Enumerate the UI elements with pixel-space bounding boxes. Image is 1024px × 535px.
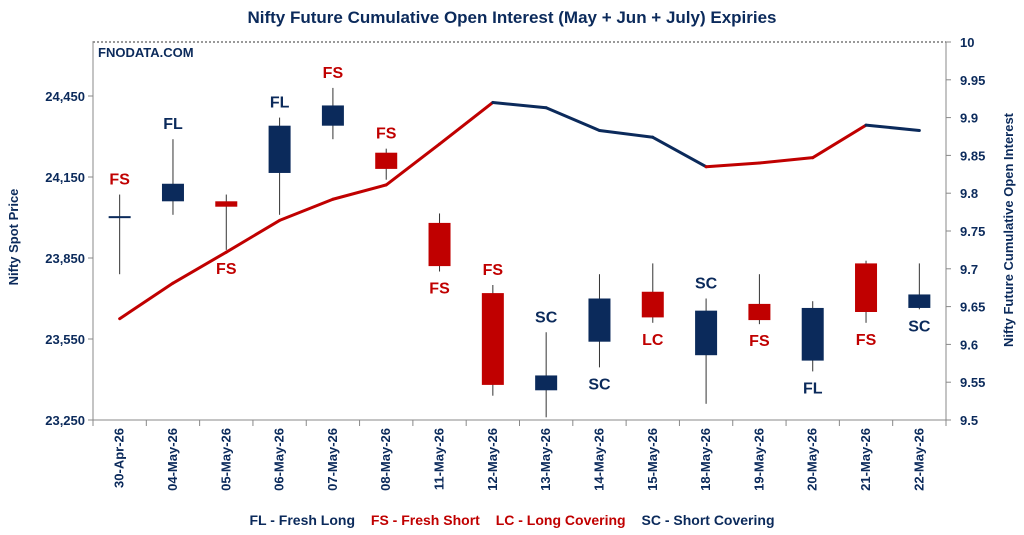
left-tick-label: 24,450 — [45, 89, 85, 104]
candle-body — [695, 310, 718, 356]
candle-body — [481, 293, 504, 385]
oi-line-segment — [384, 142, 442, 187]
oi-line-segment — [438, 100, 495, 146]
x-tick-label: 14-May-26 — [591, 428, 606, 491]
candle-body — [855, 263, 878, 312]
oi-line-segment — [278, 197, 335, 222]
right-tick-label: 9.95 — [960, 73, 985, 88]
annotation-label: SC — [908, 318, 931, 335]
right-tick-label: 9.5 — [960, 413, 978, 428]
candle-body — [801, 307, 824, 361]
left-tick-label: 24,150 — [45, 170, 85, 185]
oi-line — [118, 100, 921, 321]
x-tick-label: 08-May-26 — [378, 428, 393, 491]
x-tick-label: 04-May-26 — [165, 428, 180, 491]
chart-title: Nifty Future Cumulative Open Interest (M… — [247, 8, 777, 27]
oi-line-segment — [544, 106, 601, 132]
plot-border — [92, 41, 947, 421]
oi-line-segment — [864, 123, 921, 132]
oi-line-segment — [491, 100, 548, 110]
x-tick-label: 07-May-26 — [325, 428, 340, 491]
candle-body — [268, 125, 291, 173]
y-axis-label-right: Nifty Future Cumulative Open Interest — [1001, 112, 1016, 347]
annotation-label: FS — [323, 65, 344, 82]
candle-body — [641, 291, 664, 318]
annotation-label: FS — [856, 332, 877, 349]
right-tick-label: 9.85 — [960, 148, 985, 163]
candle-body — [908, 294, 931, 308]
annotation-label: FL — [163, 116, 183, 133]
right-tick-label: 9.8 — [960, 186, 978, 201]
annotation-label: FS — [429, 281, 450, 298]
plot-area — [92, 41, 947, 421]
x-tick-label: 18-May-26 — [698, 428, 713, 491]
right-tick-label: 10 — [960, 35, 974, 50]
annotation-label: SC — [588, 376, 611, 393]
legend-item-sc: SC - Short Covering — [641, 512, 775, 528]
left-axis: 23,250 23,550 23,850 24,150 24,450 — [45, 42, 94, 428]
annotation-label: FS — [749, 333, 770, 350]
candle-body — [748, 303, 771, 321]
annotation-label: LC — [642, 332, 664, 349]
annotations: FS FL FS FL FS FS FS FS SC SC LC SC FS FL FS SC — [109, 65, 931, 397]
left-tick-label: 23,250 — [45, 413, 85, 428]
oi-line-segment — [171, 250, 228, 285]
right-axis: 9.5 9.55 9.6 9.65 9.7 9.75 9.8 9.85 9.9 9.95 10 — [945, 35, 985, 428]
y-axis-label-left: Nifty Spot Price — [6, 189, 21, 286]
candle-body — [535, 375, 558, 391]
x-tick-label: 22-May-26 — [911, 428, 926, 491]
candle-body — [108, 216, 131, 219]
x-tick-label: 21-May-26 — [858, 428, 873, 491]
annotation-label: FS — [376, 126, 397, 143]
oi-line-segment — [651, 135, 708, 169]
candle-body — [161, 183, 184, 202]
x-tick-label: 06-May-26 — [272, 428, 287, 491]
watermark: FNODATA.COM — [98, 45, 194, 60]
oi-line-segment — [757, 156, 815, 165]
candle-body — [428, 222, 451, 267]
oi-line-segment — [597, 128, 655, 139]
legend-item-fs: FS - Fresh Short — [370, 512, 480, 528]
legend-item-lc: LC - Long Covering — [495, 512, 626, 528]
x-tick-label: 05-May-26 — [218, 428, 233, 491]
candle-body — [375, 152, 398, 169]
oi-line-segment — [811, 123, 868, 160]
right-tick-label: 9.7 — [960, 262, 978, 277]
oi-line-segment — [224, 218, 282, 254]
x-tick-label: 15-May-26 — [645, 428, 660, 491]
legend: FL - Fresh Long FS - Fresh Short LC - Lo… — [0, 512, 1024, 528]
annotation-label: FS — [109, 172, 130, 189]
candle-body — [321, 105, 344, 126]
right-tick-label: 9.75 — [960, 224, 985, 239]
x-tick-label: 12-May-26 — [485, 428, 500, 491]
annotation-label: FS — [483, 262, 504, 279]
annotation-label: FS — [216, 261, 237, 278]
annotation-label: SC — [695, 276, 718, 293]
annotation-label: FL — [803, 380, 823, 397]
annotation-label: FL — [270, 95, 290, 112]
oi-line-segment — [118, 281, 175, 321]
x-tick-label: 20-May-26 — [805, 428, 820, 491]
x-tick-label: 11-May-26 — [432, 428, 447, 490]
candle-body — [215, 201, 238, 207]
right-tick-label: 9.6 — [960, 337, 978, 352]
right-tick-label: 9.9 — [960, 111, 978, 126]
legend-item-fl: FL - Fresh Long — [249, 512, 356, 528]
x-tick-label: 13-May-26 — [538, 428, 553, 491]
left-tick-label: 23,550 — [45, 332, 85, 347]
left-tick-label: 23,850 — [45, 251, 85, 266]
oi-line-segment — [704, 161, 761, 169]
right-tick-label: 9.65 — [960, 300, 985, 315]
candles — [108, 87, 931, 418]
oi-line-segment — [331, 183, 388, 201]
annotation-label: SC — [535, 309, 558, 326]
x-tick-label: 19-May-26 — [751, 428, 766, 491]
candle-body — [588, 298, 611, 342]
right-tick-label: 9.55 — [960, 375, 985, 390]
x-tick-label: 30-Apr-26 — [112, 428, 127, 488]
x-axis: 30-Apr-26 04-May-26 05-May-26 06-May-26 07-M… — [92, 419, 947, 491]
